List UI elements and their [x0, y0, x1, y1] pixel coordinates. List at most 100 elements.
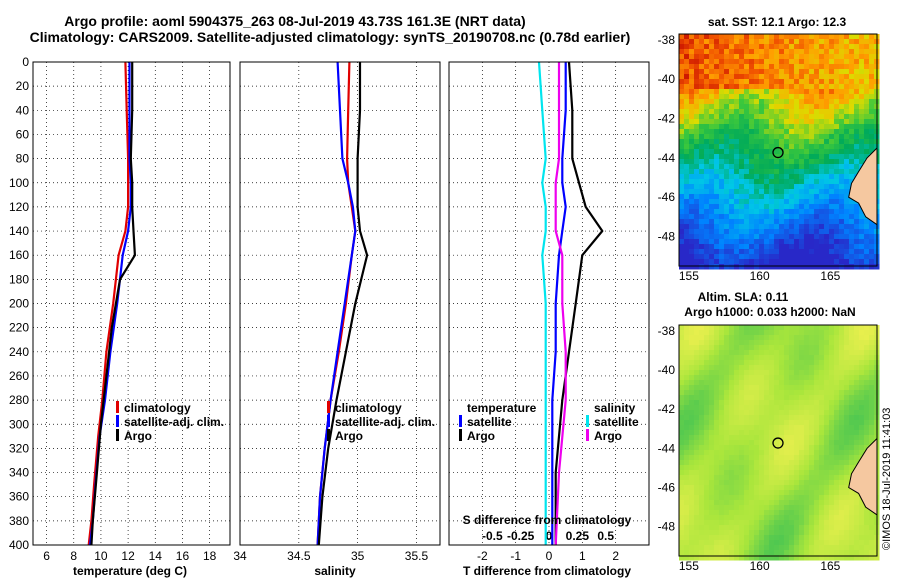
map-cell [804, 445, 810, 451]
map-cell [789, 410, 795, 416]
map-cell [684, 229, 690, 235]
map-cell [774, 450, 780, 456]
map-cell [839, 390, 845, 396]
map-cell [714, 149, 720, 155]
map-cell [714, 164, 720, 170]
map-cell [869, 435, 875, 441]
map-cell [689, 109, 695, 115]
map-cell [704, 34, 710, 40]
map-cell [779, 405, 785, 411]
map-cell [839, 174, 845, 180]
map-cell [854, 330, 860, 336]
map-cell [844, 435, 850, 441]
map-cell [844, 259, 850, 265]
map-cell [824, 209, 830, 215]
map-cell [694, 174, 700, 180]
map-cell [769, 234, 775, 240]
map-cell [814, 465, 820, 471]
map-cell [709, 405, 715, 411]
map-cell [749, 169, 755, 175]
map-cell [784, 480, 790, 486]
map-cell [789, 500, 795, 506]
map-cell [819, 325, 825, 331]
map-cell [749, 264, 755, 270]
map-cell [834, 330, 840, 336]
map-cell [729, 249, 735, 255]
map-cell [844, 370, 850, 376]
map-cell [844, 475, 850, 481]
map-cell [799, 254, 805, 260]
map-cell [739, 385, 745, 391]
map-cell [779, 485, 785, 491]
map-cell [794, 365, 800, 371]
map-cell [694, 515, 700, 521]
map-cell [689, 555, 695, 561]
map-cell [709, 545, 715, 551]
map-cell [804, 425, 810, 431]
map-cell [799, 325, 805, 331]
map-cell [844, 525, 850, 531]
map-cell [809, 184, 815, 190]
map-cell [829, 465, 835, 471]
map-cell [809, 179, 815, 185]
map-cell [679, 259, 685, 265]
map-cell [814, 545, 820, 551]
map-cell [744, 460, 750, 466]
map-cell [684, 119, 690, 125]
map-cell [819, 475, 825, 481]
map-cell [684, 555, 690, 561]
map-cell [789, 335, 795, 341]
map-cell [869, 385, 875, 391]
map-cell [834, 239, 840, 245]
map-cell [734, 475, 740, 481]
map-cell [774, 139, 780, 145]
map-cell [799, 385, 805, 391]
map-cell [834, 179, 840, 185]
map-cell [834, 485, 840, 491]
map-cell [824, 129, 830, 135]
map-cell [694, 550, 700, 556]
map-cell [859, 535, 865, 541]
map-cell [814, 450, 820, 456]
map-cell [704, 490, 710, 496]
map-cell [759, 475, 765, 481]
map-cell [684, 149, 690, 155]
map-cell [799, 520, 805, 526]
map-cell [749, 204, 755, 210]
map-cell [829, 259, 835, 265]
map-cell [804, 124, 810, 130]
map-cell [809, 545, 815, 551]
map-cell [819, 144, 825, 150]
map-cell [759, 495, 765, 501]
map-cell [689, 214, 695, 220]
legend-swatch-climatology [116, 401, 119, 413]
map-cell [839, 355, 845, 361]
map-cell [769, 340, 775, 346]
map-cell [784, 64, 790, 70]
map-cell [839, 385, 845, 391]
map-cell [749, 44, 755, 50]
map-cell [729, 485, 735, 491]
map-cell [694, 500, 700, 506]
map-cell [794, 545, 800, 551]
map-cell [834, 430, 840, 436]
map-cell [804, 259, 810, 265]
map-cell [749, 375, 755, 381]
map-cell [854, 249, 860, 255]
map-cell [794, 525, 800, 531]
map-cell [784, 129, 790, 135]
map-cell [779, 465, 785, 471]
map-cell [854, 134, 860, 140]
map-cell [719, 174, 725, 180]
map-cell [844, 555, 850, 561]
map-cell [799, 545, 805, 551]
map-cell [764, 545, 770, 551]
map-cell [734, 209, 740, 215]
map-cell [784, 254, 790, 260]
map-cell [799, 335, 805, 341]
map-cell [684, 179, 690, 185]
map-cell [834, 189, 840, 195]
map-cell [679, 420, 685, 426]
map-cell [714, 169, 720, 175]
map-cell [764, 380, 770, 386]
